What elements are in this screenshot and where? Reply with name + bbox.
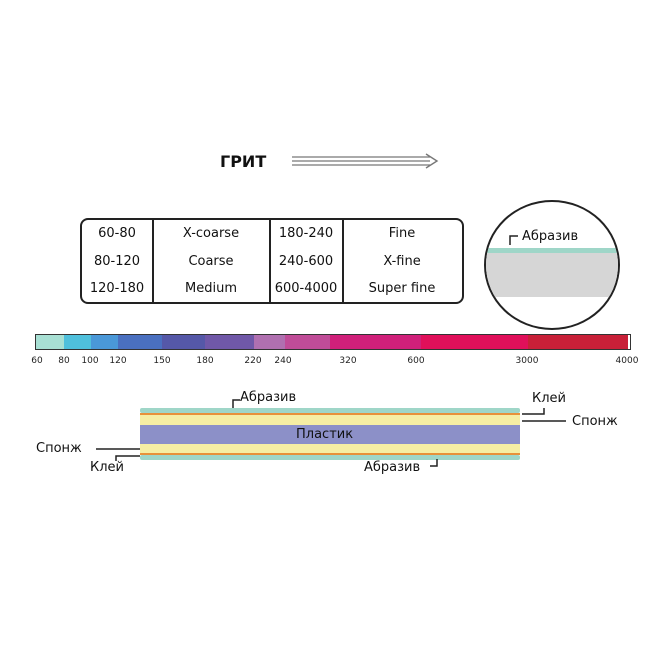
scale-segment: [330, 335, 421, 349]
divider: [152, 218, 154, 304]
table-cell: Fine: [388, 226, 416, 241]
sponge-top: [140, 415, 520, 425]
scale-tick-label: 220: [244, 356, 262, 366]
divider: [342, 218, 344, 304]
arrow-right-icon: [292, 153, 439, 169]
circle-abrasive-label: Абразив: [522, 229, 579, 244]
scale-tick-label: 320: [339, 356, 357, 366]
scale-tick-label: 60: [31, 356, 43, 366]
glue-right-label: Клей: [532, 391, 566, 406]
scale-tick-label: 100: [81, 356, 99, 366]
table-cell: X-coarse: [182, 226, 240, 241]
table-cell: 80-120: [93, 254, 141, 269]
scale-tick-label: 600: [407, 356, 425, 366]
table-cell: 240-600: [278, 254, 334, 269]
substrate-layer: [486, 253, 618, 297]
plastic-label: Пластик: [296, 427, 354, 442]
table-cell: 600-4000: [274, 281, 338, 296]
scale-tick-label: 240: [274, 356, 292, 366]
table-cell: 180-240: [278, 226, 334, 241]
scale-tick-label: 120: [109, 356, 127, 366]
scale-segment: [118, 335, 162, 349]
sponge-bottom: [140, 444, 520, 453]
table-cell: 120-180: [89, 281, 145, 296]
scale-tick-label: 4000: [615, 356, 639, 366]
sponge-left-label: Спонж: [36, 441, 82, 456]
sponge-right-label: Спонж: [572, 414, 618, 429]
scale-segment: [36, 335, 64, 349]
scale-segment: [421, 335, 528, 349]
scale-tick-label: 150: [153, 356, 171, 366]
label-leader: [509, 235, 518, 245]
grit-color-scale: [35, 334, 631, 350]
glue-left-label: Клей: [90, 460, 124, 475]
scale-segment: [528, 335, 628, 349]
divider: [269, 218, 271, 304]
abrasive-top-label: Абразив: [240, 390, 297, 405]
abrasive-top: [140, 408, 520, 413]
scale-segment: [254, 335, 285, 349]
abrasive-bottom: [140, 455, 520, 460]
scale-segment: [285, 335, 330, 349]
table-cell: Medium: [185, 281, 237, 296]
scale-segment: [205, 335, 254, 349]
scale-tick-label: 180: [196, 356, 214, 366]
scale-tick-label: 80: [58, 356, 70, 366]
table-cell: 60-80: [98, 226, 136, 241]
grit-title: ГРИТ: [220, 152, 267, 171]
scale-segment: [64, 335, 91, 349]
glue-bottom: [140, 453, 520, 455]
abrasive-layer: [486, 248, 618, 253]
table-cell: Coarse: [188, 254, 234, 269]
table-cell: X-fine: [383, 254, 421, 269]
scale-segment: [91, 335, 118, 349]
scale-tick-label: 3000: [515, 356, 539, 366]
table-cell: Super fine: [368, 281, 436, 296]
abrasive-bottom-label: Абразив: [364, 460, 421, 475]
plastic-layer: [140, 425, 520, 444]
zoom-circle: [484, 200, 620, 330]
scale-segment: [162, 335, 205, 349]
grit-table: [80, 218, 464, 304]
glue-top: [140, 413, 520, 415]
